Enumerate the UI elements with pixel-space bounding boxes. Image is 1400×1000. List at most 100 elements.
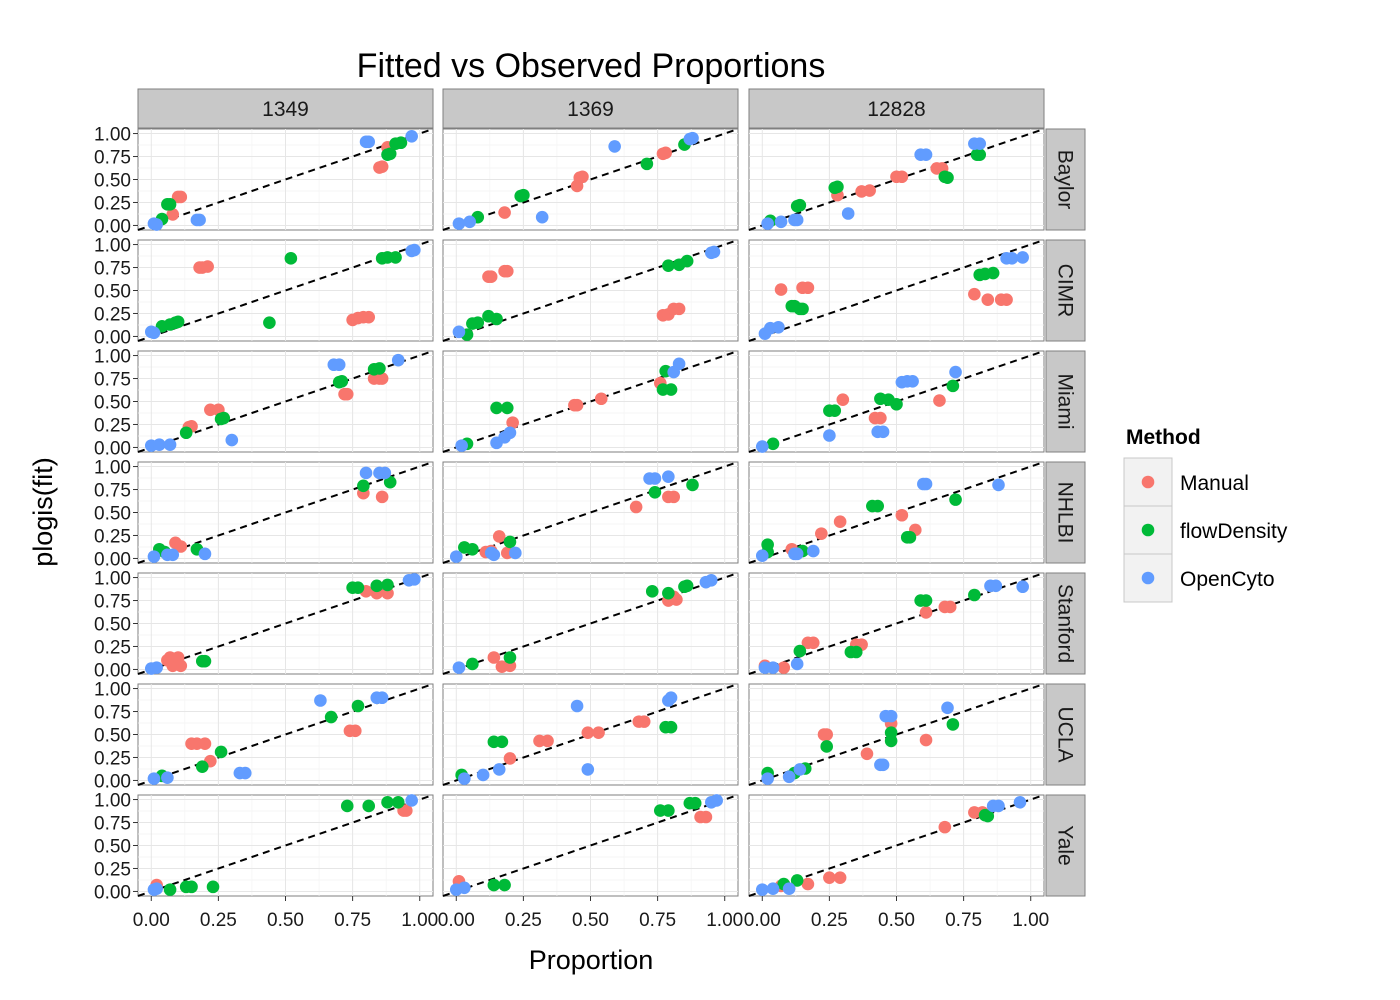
reference-line bbox=[137, 794, 434, 897]
data-point-opencyto bbox=[452, 661, 466, 674]
data-point-flowdensity bbox=[884, 726, 898, 739]
y-tick-label: 1.00 bbox=[94, 458, 131, 479]
legend-dot-opencyto bbox=[1141, 571, 1155, 585]
panel-CIMR-1369 bbox=[442, 239, 739, 342]
data-point-manual bbox=[362, 310, 376, 324]
data-point-manual bbox=[174, 190, 188, 204]
data-point-flowdensity bbox=[645, 585, 659, 598]
data-point-opencyto bbox=[161, 771, 174, 784]
legend-label-manual: Manual bbox=[1180, 472, 1249, 495]
data-point-flowdensity bbox=[981, 809, 995, 823]
data-point-flowdensity bbox=[640, 157, 654, 171]
facet-strip-row-NHLBI bbox=[1045, 461, 1086, 564]
facet-label-row-UCLA: UCLA bbox=[1054, 706, 1077, 762]
data-point-flowdensity bbox=[466, 657, 479, 671]
data-point-opencyto bbox=[198, 547, 212, 561]
data-point-flowdensity bbox=[490, 312, 503, 326]
data-point-opencyto bbox=[332, 358, 346, 372]
data-point-flowdensity bbox=[381, 578, 394, 592]
data-point-manual bbox=[933, 394, 946, 407]
facet-label-row-CIMR: CIMR bbox=[1054, 264, 1077, 318]
data-point-manual bbox=[629, 500, 643, 514]
data-point-manual bbox=[506, 416, 519, 429]
data-point-flowdensity bbox=[263, 316, 276, 329]
y-tick-label: 1.00 bbox=[94, 236, 131, 257]
panel-NHLBI-1349 bbox=[137, 461, 434, 564]
data-point-manual bbox=[581, 726, 595, 739]
data-point-manual bbox=[801, 877, 815, 891]
data-point-opencyto bbox=[766, 882, 780, 895]
data-point-manual bbox=[594, 392, 608, 406]
data-point-opencyto bbox=[790, 547, 804, 561]
data-point-flowdensity bbox=[503, 651, 517, 664]
y-tick-label: 1.00 bbox=[94, 347, 131, 368]
data-point-flowdensity bbox=[391, 796, 405, 809]
x-tick-label: 0.25 bbox=[811, 910, 848, 931]
data-point-flowdensity bbox=[351, 581, 365, 594]
data-point-opencyto bbox=[452, 325, 466, 339]
data-point-opencyto bbox=[535, 210, 549, 224]
data-point-manual bbox=[672, 302, 686, 316]
panel-Baylor-12828 bbox=[748, 128, 1045, 231]
facet-strip-row-UCLA bbox=[1045, 683, 1086, 786]
y-tick-label: 0.25 bbox=[94, 304, 131, 325]
y-tick-label: 0.25 bbox=[94, 748, 131, 769]
x-tick-label: 0.00 bbox=[438, 910, 475, 931]
data-point-flowdensity bbox=[466, 542, 479, 556]
data-point-opencyto bbox=[919, 477, 933, 491]
data-point-manual bbox=[659, 146, 672, 160]
x-tick-label: 0.00 bbox=[744, 910, 781, 931]
data-point-opencyto bbox=[487, 548, 501, 562]
data-point-flowdensity bbox=[394, 136, 408, 150]
data-point-flowdensity bbox=[662, 804, 675, 817]
facet-strip-row-Baylor bbox=[1045, 128, 1086, 231]
chart-title: Fitted vs Observed Proportions bbox=[357, 47, 826, 85]
data-point-flowdensity bbox=[284, 252, 298, 265]
x-tick-label: 0.25 bbox=[200, 910, 237, 931]
x-tick-label: 0.75 bbox=[639, 910, 676, 931]
data-point-opencyto bbox=[790, 213, 804, 227]
data-point-flowdensity bbox=[490, 401, 503, 415]
data-point-opencyto bbox=[755, 549, 769, 562]
data-point-manual bbox=[484, 270, 498, 284]
panel-CIMR-1349 bbox=[137, 239, 434, 342]
y-tick-label: 0.00 bbox=[94, 660, 131, 681]
data-point-opencyto bbox=[150, 882, 163, 895]
y-tick-label: 1.00 bbox=[94, 569, 131, 590]
data-point-flowdensity bbox=[946, 379, 960, 393]
data-point-flowdensity bbox=[828, 404, 842, 417]
data-point-opencyto bbox=[941, 701, 954, 715]
reference-line bbox=[748, 461, 1045, 564]
data-point-opencyto bbox=[391, 353, 405, 367]
data-point-opencyto bbox=[153, 438, 166, 451]
data-point-flowdensity bbox=[664, 720, 678, 734]
data-point-flowdensity bbox=[796, 302, 809, 316]
data-point-manual bbox=[375, 372, 389, 385]
data-point-flowdensity bbox=[195, 760, 209, 773]
legend: Method Manual flowDensity OpenCyto bbox=[1123, 426, 1288, 603]
data-point-manual bbox=[699, 810, 713, 824]
data-point-flowdensity bbox=[680, 579, 694, 593]
data-point-flowdensity bbox=[973, 148, 987, 161]
y-tick-label: 0.50 bbox=[94, 726, 131, 747]
facet-strip-row-Stanford bbox=[1045, 572, 1086, 675]
data-point-flowdensity bbox=[179, 426, 193, 440]
data-point-flowdensity bbox=[820, 740, 834, 753]
data-point-opencyto bbox=[452, 217, 466, 230]
facet-strip-col-1369 bbox=[442, 88, 739, 129]
panel-UCLA-12828 bbox=[748, 683, 1045, 786]
data-point-flowdensity bbox=[793, 198, 807, 212]
data-point-flowdensity bbox=[370, 579, 384, 593]
data-point-opencyto bbox=[774, 215, 788, 229]
data-point-opencyto bbox=[823, 429, 836, 442]
data-point-manual bbox=[174, 540, 188, 553]
data-point-manual bbox=[833, 515, 847, 528]
data-point-flowdensity bbox=[680, 254, 694, 268]
data-point-manual bbox=[503, 752, 517, 765]
x-tick-label: 1.00 bbox=[1012, 910, 1049, 931]
data-point-manual bbox=[201, 260, 214, 273]
data-point-opencyto bbox=[476, 768, 490, 782]
data-point-opencyto bbox=[405, 130, 418, 143]
x-tick-label: 0.00 bbox=[133, 910, 170, 931]
reference-line bbox=[442, 683, 739, 786]
